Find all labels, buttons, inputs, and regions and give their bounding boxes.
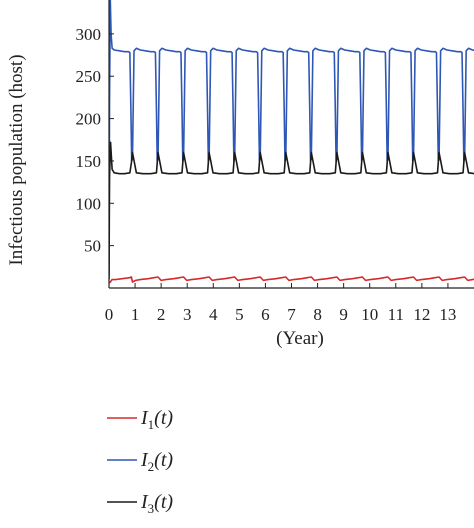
x-tick-label: 7 [287, 305, 296, 324]
x-tick-label: 13 [439, 305, 456, 324]
x-tick-label: 10 [361, 305, 378, 324]
x-tick-label: 4 [209, 305, 218, 324]
x-tick-label: 3 [183, 305, 192, 324]
y-tick-label: 100 [76, 194, 102, 213]
y-axis-label: Infectious population (host) [6, 54, 27, 265]
x-axis-label: (Year) [276, 328, 324, 349]
legend-label-2: I2(t) [140, 449, 173, 474]
x-tick-label: 5 [235, 305, 244, 324]
legend-label-3: I3(t) [140, 491, 173, 516]
x-tick-label: 1 [131, 305, 140, 324]
x-tick-label: 6 [261, 305, 270, 324]
y-tick-label: 250 [76, 67, 102, 86]
legend-label-1: I1(t) [140, 407, 173, 432]
series-line-1 [109, 276, 474, 284]
legend: I1(t) I2(t) I3(t) [107, 407, 173, 516]
y-tick-label: 150 [76, 152, 102, 171]
x-tick-label: 12 [413, 305, 430, 324]
x-tick-label: 11 [388, 305, 404, 324]
y-tick-label: 300 [76, 25, 102, 44]
series-line-3 [109, 141, 474, 280]
y-tick-label: 50 [84, 237, 101, 256]
x-tick-label: 0 [105, 305, 114, 324]
y-tick-label: 200 [76, 110, 102, 129]
x-tick-label: 2 [157, 305, 166, 324]
plot-area [109, 0, 474, 284]
x-tick-label: 8 [313, 305, 322, 324]
series-line-2 [109, 0, 474, 276]
x-tick-label: 9 [339, 305, 348, 324]
